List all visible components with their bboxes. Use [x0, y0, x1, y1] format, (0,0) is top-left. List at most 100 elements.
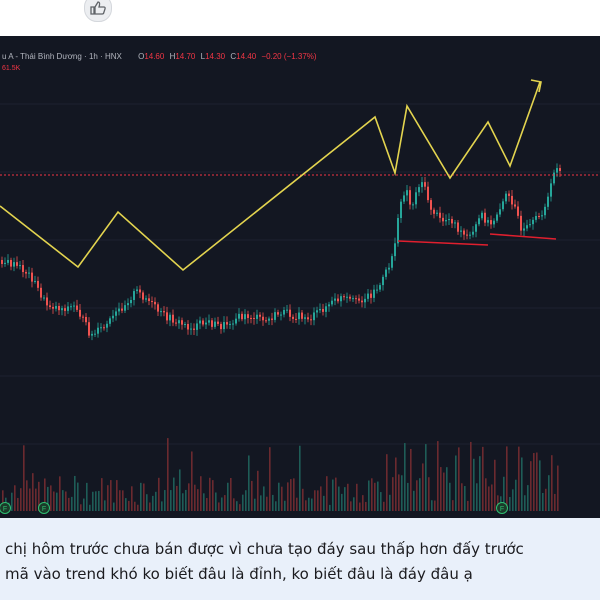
candle-body	[529, 224, 531, 226]
candle-body	[343, 296, 345, 298]
volume-bar	[137, 504, 139, 511]
candle-body	[46, 297, 48, 306]
candle-body	[139, 289, 141, 293]
volume-bar	[329, 504, 331, 511]
volume-bar	[497, 495, 499, 511]
volume-bar	[77, 482, 79, 511]
candle-body	[478, 218, 480, 225]
candle-body	[292, 316, 294, 319]
candle-body	[445, 220, 447, 222]
candle-body	[88, 322, 90, 336]
volume-bar	[281, 486, 283, 511]
volume-bar	[494, 459, 496, 511]
candle-body	[361, 300, 363, 303]
volume-bar	[11, 492, 13, 511]
volume-bar	[386, 454, 388, 511]
volume-bar	[374, 482, 376, 511]
candle-body	[187, 323, 189, 330]
ohlc-values: O14.60 H14.70 L14.30 C14.40 −0.20 (−1.37…	[138, 52, 319, 61]
candle-body	[457, 222, 459, 232]
volume-bar	[437, 441, 439, 511]
volume-bar	[551, 455, 553, 511]
candle-body	[244, 314, 246, 320]
candle-body	[103, 327, 105, 329]
volume-bar	[26, 480, 28, 511]
candle-body	[307, 317, 309, 320]
candle-body	[94, 333, 96, 335]
volume-bar	[14, 485, 16, 511]
candle-body	[364, 298, 366, 303]
volume-bar	[71, 496, 73, 511]
candle-body	[100, 327, 102, 329]
volume-bar	[269, 447, 271, 511]
volume-bar	[221, 497, 223, 511]
volume-bar	[233, 498, 235, 511]
candle-body	[64, 308, 66, 311]
event-marker	[496, 502, 508, 514]
volume-bar	[245, 490, 247, 511]
volume-bar	[17, 497, 19, 511]
candle-body	[232, 323, 234, 325]
like-button[interactable]	[84, 0, 112, 22]
volume-bar	[353, 497, 355, 511]
candle-body	[322, 308, 324, 312]
volume-bar	[170, 490, 172, 511]
candle-body	[319, 308, 321, 311]
candle-body	[250, 317, 252, 319]
candle-body	[133, 291, 135, 300]
candle-body	[490, 220, 492, 225]
candle-body	[412, 204, 414, 206]
volume-bar	[146, 494, 148, 511]
candle-body	[82, 316, 84, 318]
volume-bar	[23, 445, 25, 511]
candle-body	[67, 306, 69, 311]
candle-body	[442, 217, 444, 222]
symbol-title: u A - Thái Bình Dương · 1h · HNX	[2, 52, 122, 61]
volume-bar	[533, 453, 535, 511]
volume-bar	[452, 500, 454, 511]
candle-body	[196, 323, 198, 330]
volume-bar	[323, 495, 325, 511]
candle-body	[172, 314, 174, 323]
candle-body	[316, 310, 318, 313]
volume-bar	[485, 478, 487, 511]
event-marker	[0, 502, 11, 514]
candle-body	[301, 312, 303, 319]
volume-bar	[107, 485, 109, 511]
volume-bar	[68, 497, 70, 511]
volume-bar	[143, 483, 145, 511]
volume-bar	[131, 486, 133, 511]
candle-body	[541, 215, 543, 217]
volume-bar	[407, 482, 409, 511]
volume-bar	[326, 476, 328, 511]
volume-bar	[185, 489, 187, 511]
candle-body	[556, 168, 558, 173]
volume-bar	[488, 486, 490, 511]
volume-bar	[53, 491, 55, 511]
volume-bar	[368, 480, 370, 511]
volume-bar	[518, 446, 520, 511]
volume-bar	[383, 501, 385, 511]
volume-bar	[191, 451, 193, 511]
volume-bar	[449, 482, 451, 511]
candle-body	[376, 289, 378, 291]
comment-line-2: mã vào trend khó ko biết đâu là đỉnh, ko…	[5, 565, 473, 583]
volume-bar	[431, 500, 433, 511]
volume-bar	[341, 493, 343, 511]
candle-body	[136, 289, 138, 292]
candle-body	[217, 321, 219, 324]
candle-body	[394, 243, 396, 257]
thumbs-up-icon	[90, 1, 106, 15]
volume-bar	[401, 475, 403, 511]
candle-body	[475, 224, 477, 232]
high-value: 14.70	[175, 52, 196, 61]
volume-bar	[38, 481, 40, 511]
volume-bar	[80, 504, 82, 511]
candle-body	[544, 206, 546, 216]
candle-body	[160, 311, 162, 313]
volume-bar	[389, 494, 391, 511]
candle-body	[421, 182, 423, 188]
volume-bar	[65, 491, 67, 511]
